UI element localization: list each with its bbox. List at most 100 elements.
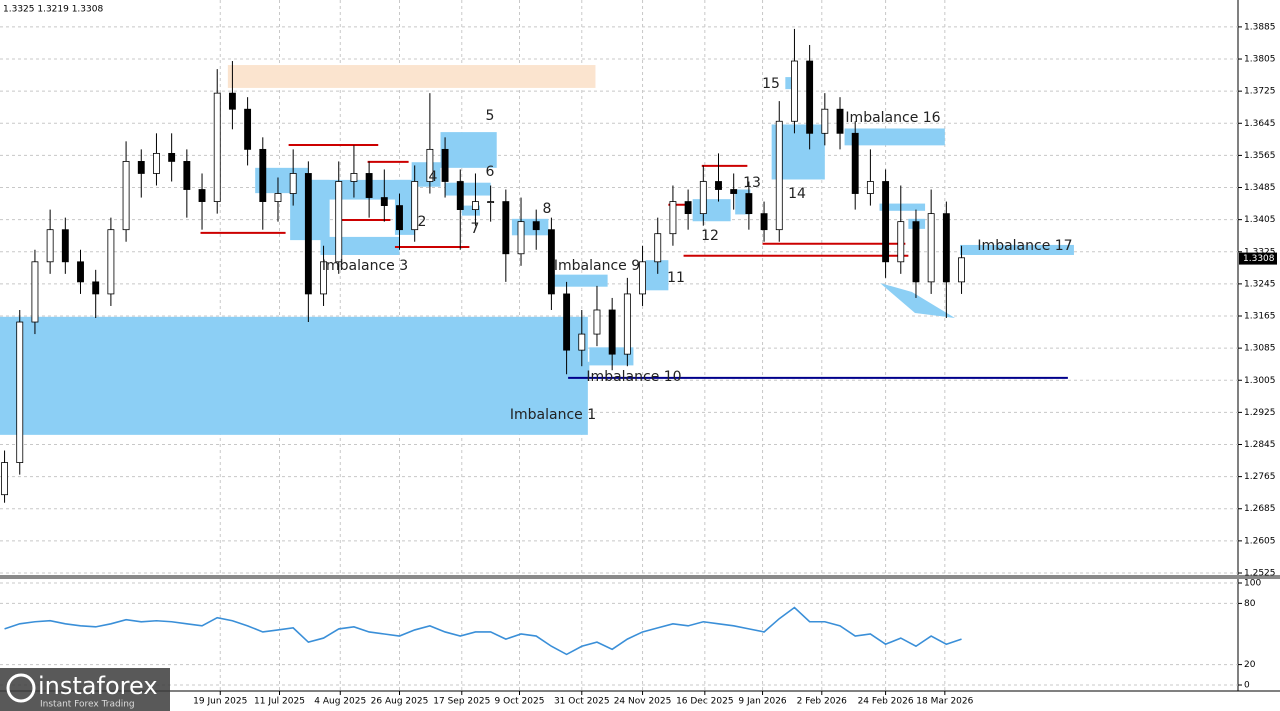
candle-body [228, 92, 236, 110]
zone-label: 5 [486, 108, 495, 124]
candle-body [927, 213, 935, 283]
y-tick-label: 1.2685 [1244, 504, 1276, 514]
candle-body [684, 201, 692, 215]
candle-body [77, 261, 84, 283]
zone-label: Imbalance 17 [977, 238, 1072, 254]
candle-body [791, 60, 798, 122]
panel-separator [0, 575, 1280, 579]
x-tick-label: 26 Aug 2025 [371, 697, 429, 707]
candle-body [502, 201, 510, 255]
logo-tagline: Instant Forex Trading [40, 700, 135, 710]
candle-body [31, 261, 39, 323]
y-tick-label: 20 [1244, 660, 1256, 670]
imbalance-zone [879, 203, 926, 211]
imbalance-zone [511, 218, 549, 236]
candle-body [517, 221, 525, 255]
last-price-label: 1.3308 [1243, 254, 1275, 264]
zone-label: 2 [418, 214, 427, 230]
candle-body [547, 229, 555, 295]
zone-label: 8 [543, 201, 552, 217]
candle-body [122, 161, 130, 231]
logo-name: instaforex [38, 672, 158, 700]
zone-label: 6 [486, 164, 495, 180]
y-tick-label: 1.2765 [1244, 472, 1276, 482]
candle-body [760, 213, 768, 231]
imbalance-zone [0, 316, 588, 435]
imbalance-zone [568, 361, 590, 378]
imbalance-zone [960, 244, 1074, 255]
candle-body [274, 193, 282, 202]
y-tick-label: 1.3565 [1244, 151, 1276, 161]
candle-body [1, 462, 8, 496]
candle-body [380, 197, 388, 206]
x-tick-label: 4 Aug 2025 [314, 697, 366, 707]
y-tick-label: 1.3245 [1244, 279, 1276, 289]
zone-label: 11 [667, 270, 685, 286]
candle-body [745, 193, 753, 215]
x-tick-label: 9 Jan 2026 [738, 697, 786, 707]
candle-body [441, 148, 449, 182]
y-tick-label: 1.3885 [1244, 22, 1276, 32]
candle-body [897, 221, 905, 263]
y-tick-label: 1.2525 [1244, 568, 1276, 578]
oscillator-line [4, 606, 962, 656]
logo-icon [6, 673, 36, 703]
x-tick-label: 19 Jun 2025 [193, 697, 247, 707]
candle-body [289, 173, 297, 194]
candle-body [16, 321, 24, 463]
candle-body [563, 293, 571, 351]
imbalance-zone [844, 128, 945, 146]
candle-body [92, 281, 100, 295]
candle-body [244, 108, 252, 150]
candle-body [699, 181, 707, 215]
y-tick-label: 1.3485 [1244, 183, 1276, 193]
imbalance-zone [692, 199, 731, 222]
zone-label: 7 [471, 221, 480, 237]
x-tick-label: 2 Feb 2026 [797, 697, 848, 707]
candle-body [669, 201, 677, 235]
candle-body [472, 201, 479, 211]
y-tick-label: 1.3805 [1244, 55, 1276, 65]
y-tick-label: 1.3085 [1244, 344, 1276, 354]
candle-body [198, 189, 206, 202]
candle-body [882, 181, 890, 263]
imbalance-zone [227, 65, 596, 88]
candle-body [608, 309, 616, 355]
candle-body [168, 152, 176, 162]
x-tick-label: 31 Oct 2025 [554, 697, 610, 707]
imbalance-zone [445, 182, 491, 196]
price-panel: 1.3885 1.3805 1.3725 1.3645 1.3565 1.3485 1.34… [0, 0, 1277, 578]
imbalance-zone [645, 260, 669, 291]
candle-body [213, 92, 221, 202]
x-tick-label: 11 Jul 2025 [254, 697, 305, 707]
candle-body [775, 120, 783, 231]
candle-body [183, 161, 191, 190]
candle-body [639, 261, 646, 295]
x-tick-label: 18 Mar 2026 [916, 697, 973, 707]
candle-body [304, 173, 312, 295]
candle-body [866, 181, 874, 194]
candle-body [61, 229, 69, 263]
imbalance-zone [554, 274, 608, 287]
candle-body [456, 181, 464, 211]
candle-body [335, 181, 343, 263]
candle-body [259, 148, 267, 202]
zone-label: 15 [762, 76, 780, 92]
candle-body [137, 161, 145, 174]
y-tick-label: 0 [1244, 681, 1250, 691]
zone-label: 14 [788, 186, 806, 202]
logo-background [0, 668, 170, 711]
candle-body [623, 293, 631, 355]
y-tick-label: 1.2925 [1244, 408, 1276, 418]
candle-body [578, 333, 586, 351]
candle-body [851, 132, 859, 194]
candle-body [821, 108, 829, 134]
zone-label: Imbalance 16 [845, 110, 940, 126]
candle-body [46, 229, 54, 263]
candle-body [365, 173, 373, 198]
oscillator-panel: 0 20 80 100 19 Jun 2025 11 Jul 2025 4 Aug 2025… [0, 579, 1261, 707]
zone-label: Imbalance 1 [510, 407, 596, 423]
candle-body [730, 189, 738, 194]
y-tick-label: 1.2845 [1244, 440, 1276, 450]
